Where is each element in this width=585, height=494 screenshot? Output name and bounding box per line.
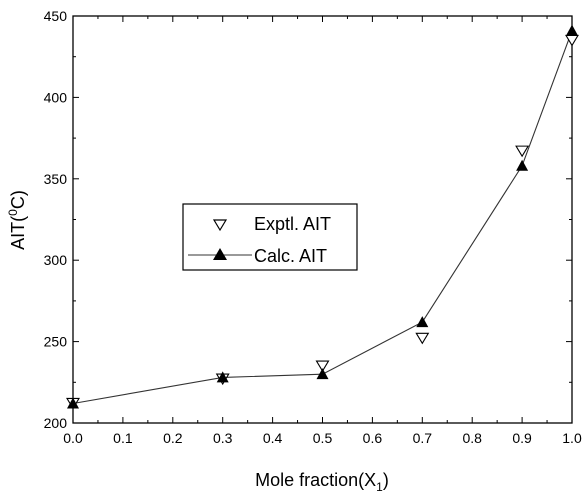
x-tick-label: 0.5: [313, 430, 333, 446]
x-tick-label: 0.8: [462, 430, 482, 446]
y-axis-label: AIT(0C): [6, 190, 28, 250]
x-tick-label: 0.2: [163, 430, 183, 446]
calc-ait-line: [72, 30, 573, 405]
x-tick-label: 1.0: [562, 430, 582, 446]
x-axis-label: Mole fraction(X1): [255, 470, 389, 494]
legend-calc-marker: [213, 248, 227, 260]
calc-ait-marker: [316, 368, 329, 380]
x-tick-label: 0.0: [63, 430, 83, 446]
calc-ait-marker: [566, 24, 578, 36]
y-tick-label: 300: [44, 252, 68, 268]
x-tick-label: 0.4: [263, 430, 283, 446]
y-tick-label: 400: [44, 89, 68, 105]
legend-exptl-label: Exptl. AIT: [254, 214, 331, 234]
exptl-ait-marker: [415, 332, 430, 345]
legend-exptl-marker: [212, 219, 228, 232]
legend-calc-label: Calc. AIT: [254, 246, 327, 266]
x-tick-label: 0.1: [113, 430, 133, 446]
x-tick-label: 0.3: [213, 430, 233, 446]
calc-ait-marker: [216, 371, 229, 383]
calc-ait-marker: [416, 316, 429, 328]
series-markers: [66, 24, 579, 410]
x-tick-label: 0.9: [512, 430, 532, 446]
axis-ticks: [72, 15, 573, 424]
exptl-ait-marker: [315, 360, 330, 373]
y-tick-labels: 200 250 300 350 400 450: [44, 8, 68, 431]
legend-box: [182, 203, 358, 271]
x-tick-label: 0.7: [413, 430, 433, 446]
y-tick-label: 200: [44, 415, 68, 431]
legend: Exptl. AIT Calc. AIT: [182, 203, 358, 271]
y-tick-label: 350: [44, 171, 68, 187]
x-tick-label: 0.6: [363, 430, 383, 446]
y-tick-label: 250: [44, 334, 68, 350]
x-tick-labels: 0.0 0.1 0.2 0.3 0.4 0.5 0.6 0.7 0.8 0.9 1.0: [63, 430, 582, 446]
calc-ait-marker: [67, 397, 79, 409]
calc-ait-marker: [516, 159, 529, 171]
y-tick-label: 450: [44, 8, 68, 24]
exptl-ait-marker: [515, 145, 530, 158]
calc-ait-polyline: [72, 30, 573, 405]
